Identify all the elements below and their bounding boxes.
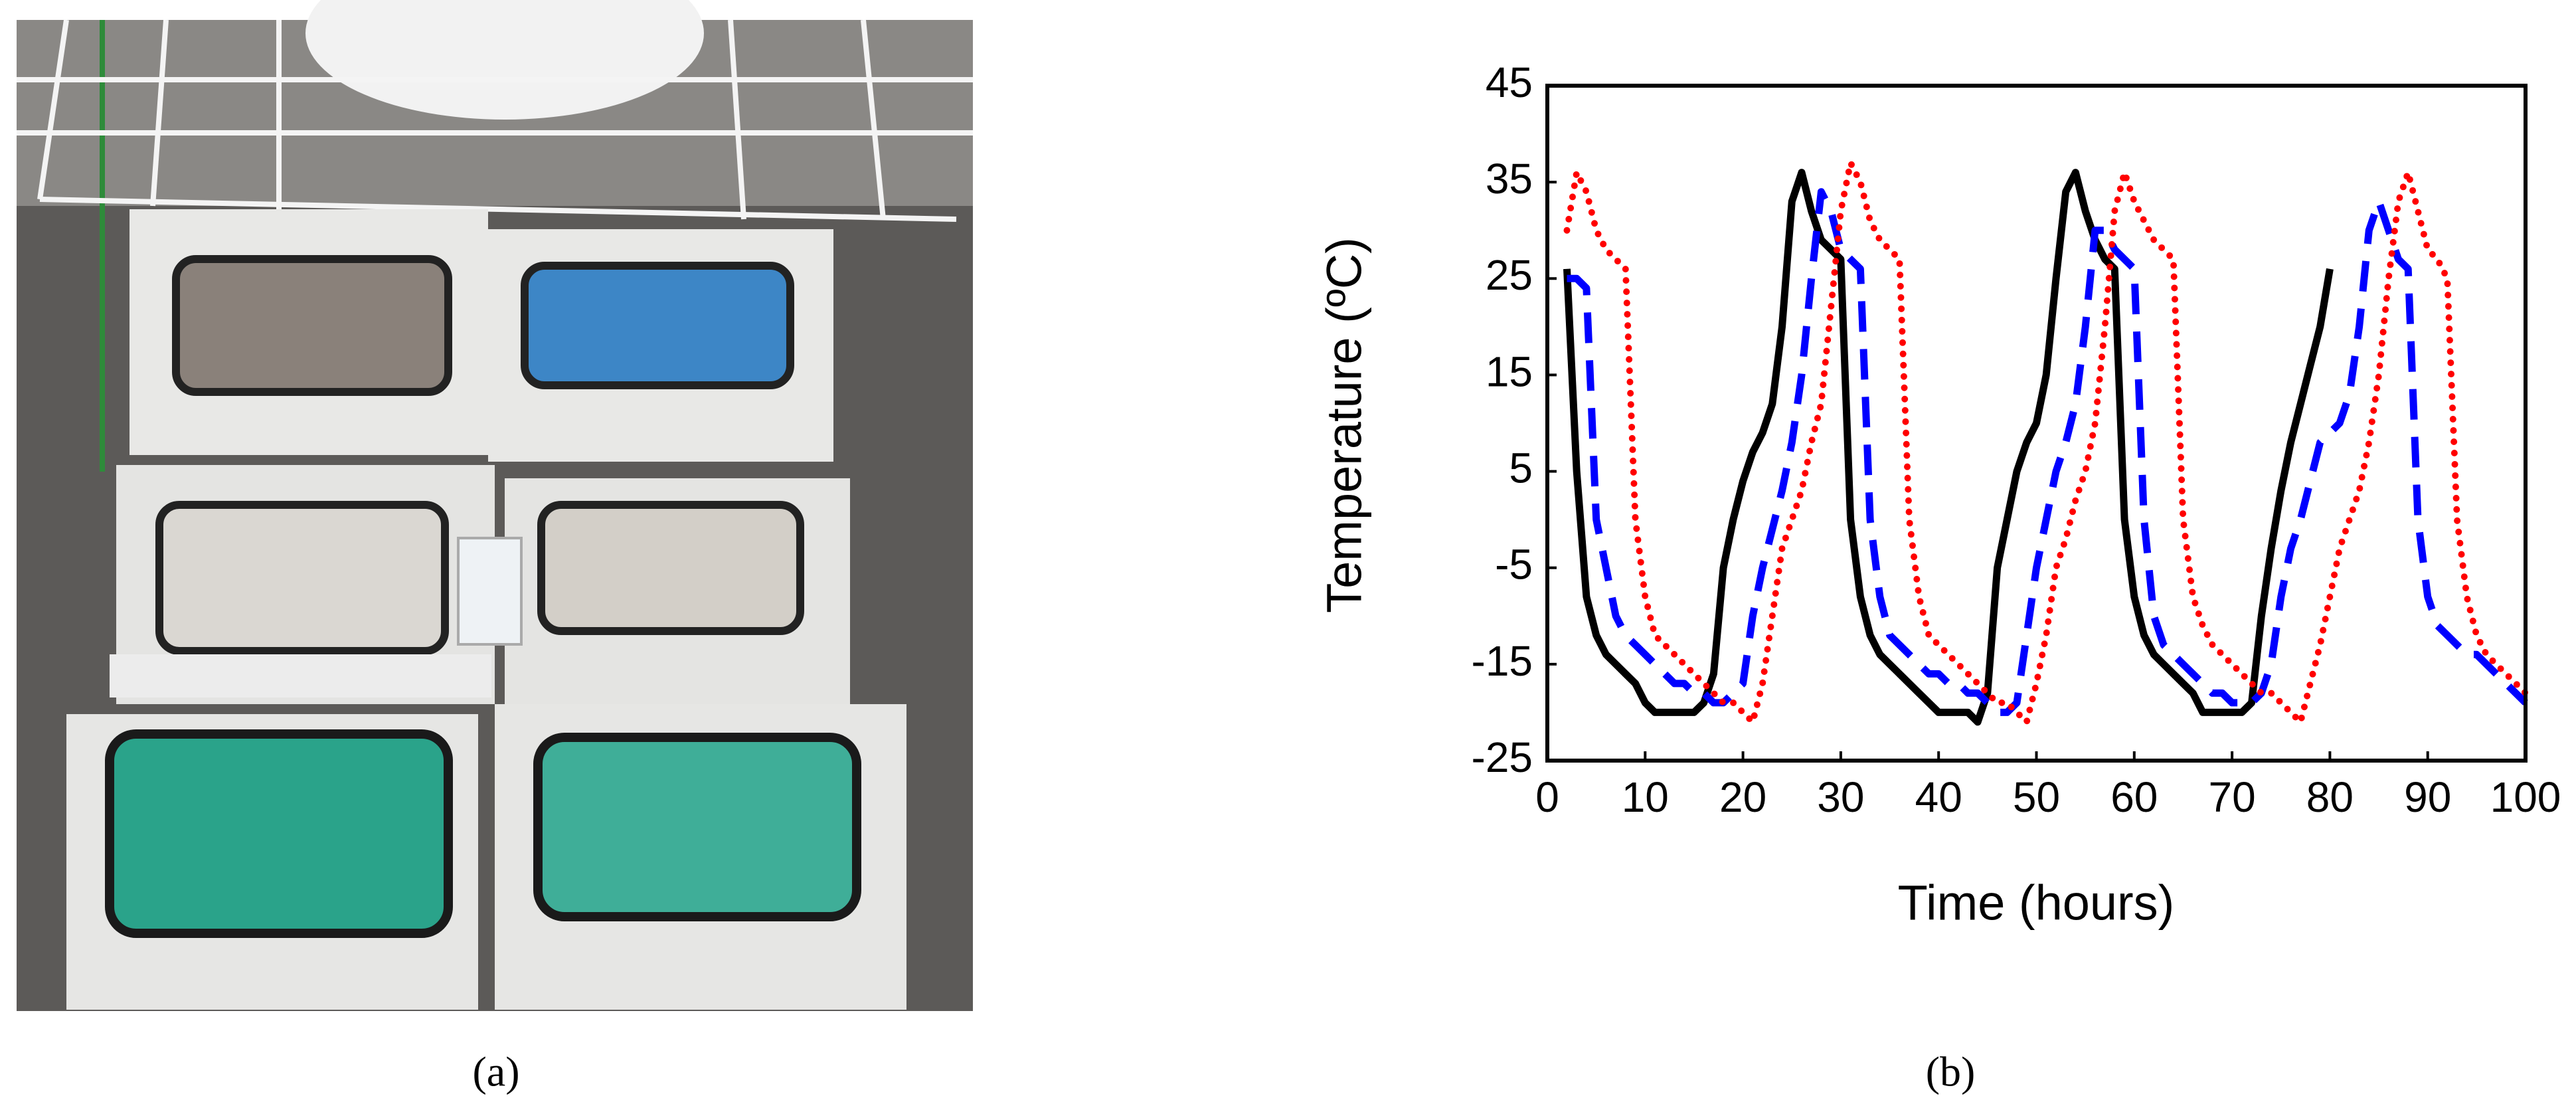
- x-tick-label: 10: [1622, 773, 1669, 821]
- sample: [533, 733, 861, 921]
- x-tick-label: 40: [1915, 773, 1962, 821]
- plot-frame: [1545, 84, 2528, 763]
- panel-label: (b): [1926, 1048, 1976, 1095]
- x-tick-label: 0: [1535, 773, 1559, 821]
- sample: [105, 729, 453, 938]
- photo-bowl: [305, 0, 704, 120]
- label-patch: [110, 654, 491, 697]
- x-axis-title: Time (hours): [1898, 876, 2175, 931]
- y-tick-label: -25: [1472, 733, 1533, 781]
- series-line: [1563, 169, 2334, 726]
- photo: [17, 0, 973, 1011]
- series-line: [1567, 188, 2528, 716]
- y-tick-label: 5: [1509, 444, 1533, 492]
- x-tick-label: 20: [1719, 773, 1766, 821]
- y-tick-label: -15: [1472, 637, 1533, 685]
- photo-pipe: [100, 20, 105, 472]
- x-tick-label: 30: [1817, 773, 1864, 821]
- x-tick-label: 100: [2490, 773, 2561, 821]
- sample: [172, 255, 452, 396]
- sample: [521, 262, 794, 389]
- y-tick-label: -5: [1495, 541, 1533, 589]
- x-tick-label: 60: [2110, 773, 2158, 821]
- photo-rack: [17, 19, 973, 222]
- y-axis-title: Temperature (ºC): [1317, 237, 1372, 613]
- y-tick-label: 15: [1486, 347, 1533, 395]
- y-tick-label: 35: [1486, 155, 1533, 203]
- panel-label: (a): [472, 1048, 519, 1095]
- sample: [537, 501, 804, 635]
- x-tick-label: 50: [2013, 773, 2060, 821]
- y-tick-label: 45: [1486, 58, 1533, 106]
- x-tick-label: 80: [2306, 773, 2354, 821]
- x-tick-label: 90: [2404, 773, 2451, 821]
- logger: [457, 537, 523, 646]
- sample: [155, 501, 449, 655]
- series-line: [1563, 159, 2529, 725]
- y-tick-label: 25: [1486, 251, 1533, 299]
- x-tick-label: 70: [2209, 773, 2256, 821]
